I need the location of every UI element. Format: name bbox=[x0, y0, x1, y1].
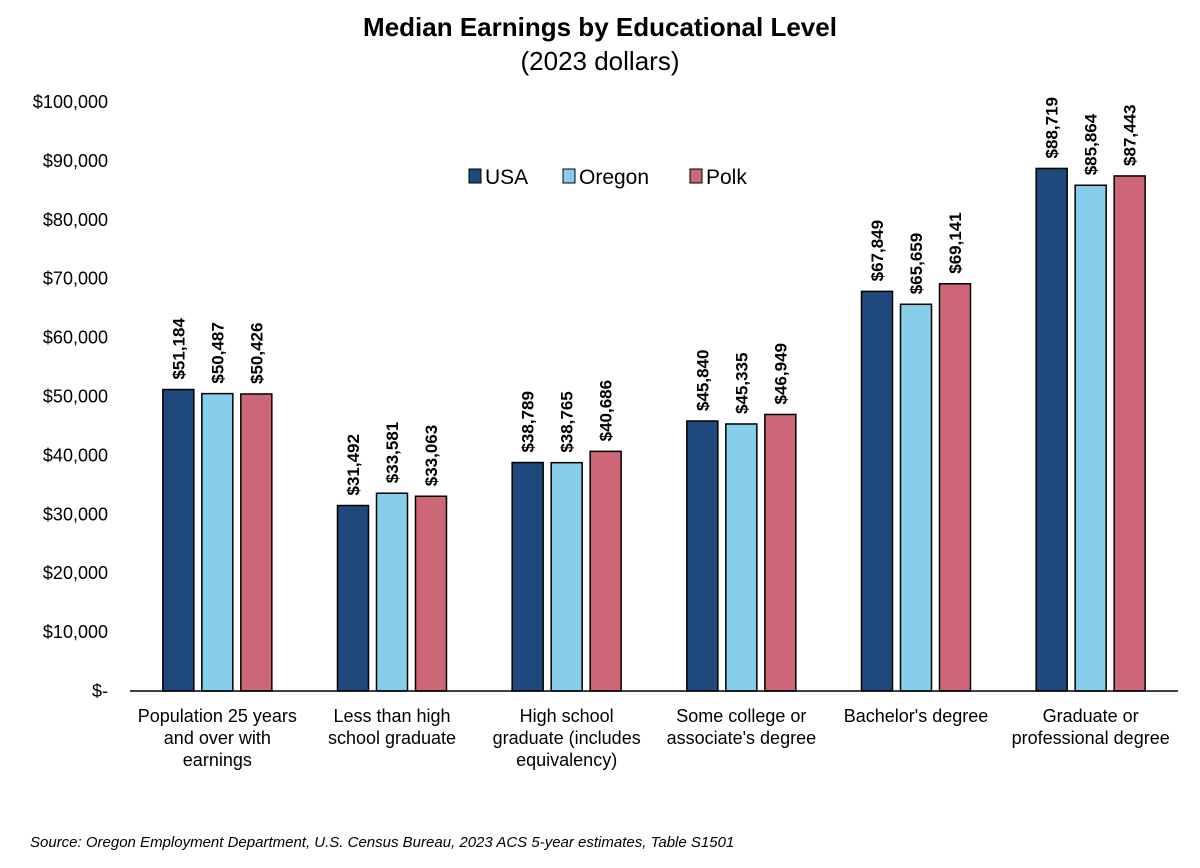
bar-polk[interactable] bbox=[764, 413, 797, 692]
x-category-label: Some college or associate's degree bbox=[667, 706, 817, 748]
bar-polk[interactable] bbox=[938, 283, 972, 692]
bar-oregon[interactable] bbox=[550, 461, 583, 692]
bar-usa[interactable] bbox=[511, 461, 544, 692]
y-tick-label: $100,000 bbox=[33, 92, 108, 112]
y-tick-label: $20,000 bbox=[43, 563, 108, 583]
data-labels-group: $51,184 $31,492 $38,789 $45,840 $67,849 $88,7… bbox=[169, 97, 1139, 496]
bar-polk[interactable] bbox=[240, 393, 273, 692]
bar-oregon[interactable] bbox=[725, 423, 758, 692]
bar-oregon[interactable] bbox=[375, 492, 409, 692]
data-label: $65,659 bbox=[907, 233, 926, 294]
data-label: $88,719 bbox=[1043, 97, 1062, 158]
bar-polk[interactable] bbox=[1113, 175, 1146, 692]
bar-usa[interactable] bbox=[1035, 167, 1068, 692]
legend-swatch-usa bbox=[468, 168, 482, 184]
bar-oregon[interactable] bbox=[201, 392, 234, 692]
x-category-label: Population 25 years and over with earnings bbox=[138, 706, 297, 770]
data-label: $33,063 bbox=[422, 425, 441, 486]
x-axis: Population 25 years and over with earnings… bbox=[130, 690, 1178, 770]
bar-oregon[interactable] bbox=[1074, 184, 1107, 692]
y-tick-label: $60,000 bbox=[43, 328, 108, 348]
legend[interactable]: USA Oregon Polk bbox=[468, 166, 747, 189]
y-tick-label: $10,000 bbox=[43, 622, 108, 642]
data-label: $51,184 bbox=[169, 318, 188, 380]
bar-usa[interactable] bbox=[860, 290, 894, 692]
y-tick-label: $80,000 bbox=[43, 210, 108, 230]
legend-swatch-polk bbox=[689, 168, 703, 184]
bar-polk[interactable] bbox=[589, 450, 622, 692]
x-category-label: Bachelor's degree bbox=[844, 706, 989, 726]
y-tick-label: $70,000 bbox=[43, 269, 108, 289]
data-label: $67,849 bbox=[868, 220, 887, 281]
data-label: $33,581 bbox=[383, 422, 402, 483]
y-tick-label: $40,000 bbox=[43, 445, 108, 465]
data-label: $87,443 bbox=[1121, 105, 1140, 166]
bar-oregon[interactable] bbox=[899, 303, 933, 692]
y-tick-label: $90,000 bbox=[43, 151, 108, 171]
x-category-label: High school graduate (includes equivalency… bbox=[493, 706, 641, 770]
data-label: $31,492 bbox=[344, 434, 363, 495]
x-category-label: Less than high school graduate bbox=[328, 706, 456, 748]
data-label: $46,949 bbox=[771, 343, 790, 404]
data-label: $50,487 bbox=[208, 322, 227, 383]
data-label: $38,789 bbox=[519, 391, 538, 452]
bar-usa[interactable] bbox=[686, 420, 719, 692]
bars-group bbox=[162, 167, 1146, 692]
legend-swatch-oregon bbox=[562, 168, 576, 184]
y-tick-label: $- bbox=[92, 681, 108, 701]
bar-usa[interactable] bbox=[162, 388, 195, 692]
y-tick-label: $50,000 bbox=[43, 387, 108, 407]
data-label: $45,840 bbox=[693, 350, 712, 411]
chart-title: Median Earnings by Educational Level bbox=[363, 12, 837, 42]
legend-label-oregon: Oregon bbox=[579, 166, 649, 189]
y-axis: $- $10,000 $20,000 $30,000 $40,000 $50,000 $60… bbox=[33, 92, 108, 701]
source-note: Source: Oregon Employment Department, U.… bbox=[30, 834, 734, 851]
data-label: $40,686 bbox=[597, 380, 616, 441]
data-label: $38,765 bbox=[558, 391, 577, 452]
bar-usa[interactable] bbox=[336, 504, 370, 692]
chart-subtitle: (2023 dollars) bbox=[521, 46, 680, 76]
y-tick-label: $30,000 bbox=[43, 504, 108, 524]
data-label: $85,864 bbox=[1082, 113, 1101, 175]
bar-polk[interactable] bbox=[414, 495, 448, 692]
x-category-label: Graduate or professional degree bbox=[1012, 706, 1170, 748]
data-label: $50,426 bbox=[247, 323, 266, 384]
data-label: $69,141 bbox=[946, 212, 965, 273]
data-label: $45,335 bbox=[732, 353, 751, 414]
legend-label-polk: Polk bbox=[706, 166, 747, 189]
legend-label-usa: USA bbox=[485, 166, 528, 189]
